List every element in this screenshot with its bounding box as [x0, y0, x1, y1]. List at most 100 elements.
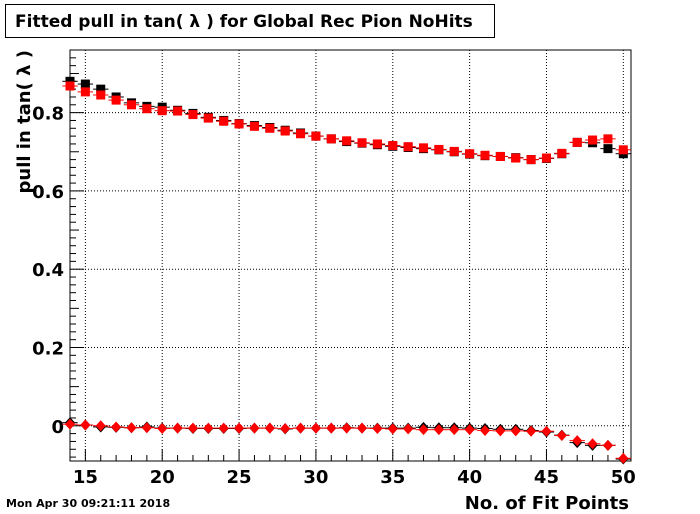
data-point-red-square: [480, 150, 490, 160]
data-point-red-diamond: [479, 424, 490, 436]
data-point-red-diamond: [249, 422, 260, 434]
data-point-red-square: [111, 95, 121, 105]
data-point-red-diamond: [295, 422, 306, 434]
data-point-red-diamond: [387, 423, 398, 435]
x-tick-label: 40: [457, 467, 482, 488]
data-point-red-square: [65, 81, 75, 91]
data-point-red-diamond: [187, 422, 198, 434]
data-point-red-square: [296, 129, 306, 139]
data-point-red-diamond: [65, 418, 75, 430]
data-point-red-diamond: [541, 425, 552, 437]
data-point-red-diamond: [157, 423, 168, 435]
data-point-red-square: [403, 142, 413, 152]
data-point-black-square: [603, 144, 613, 154]
data-point-red-square: [372, 139, 382, 149]
data-point-red-diamond: [433, 424, 444, 436]
y-tick-label: 0.6: [32, 182, 64, 203]
y-tick-label: 0.8: [32, 104, 64, 125]
data-point-red-square: [388, 141, 398, 151]
data-point-red-diamond: [172, 422, 183, 434]
data-point-red-diamond: [464, 424, 475, 436]
data-point-red-diamond: [449, 424, 460, 436]
data-point-red-square: [249, 121, 259, 131]
data-point-red-square: [173, 106, 183, 116]
data-point-red-diamond: [372, 423, 383, 435]
data-point-red-diamond: [510, 425, 521, 437]
data-point-red-diamond: [80, 419, 91, 431]
data-point-red-square: [265, 123, 275, 133]
data-point-red-diamond: [326, 422, 337, 434]
plot-frame: [69, 49, 632, 462]
data-point-red-square: [618, 145, 628, 155]
data-point-red-square: [495, 151, 505, 161]
data-point-red-diamond: [234, 422, 245, 434]
data-point-red-square: [311, 131, 321, 141]
data-point-red-square: [603, 134, 613, 144]
data-point-black-square: [80, 79, 90, 89]
data-point-red-square: [434, 144, 444, 154]
tick-labels: 15 20 25 30 35 40 45 50 0 0.2 0.4 0.6 0.8: [32, 104, 636, 488]
data-point-red-square: [449, 146, 459, 156]
y-axis-title: pull in tan( λ ): [14, 50, 35, 194]
data-point-red-square: [465, 149, 475, 159]
data-point-red-diamond: [526, 425, 537, 437]
data-point-red-square: [342, 136, 352, 146]
x-tick-label: 20: [150, 467, 175, 488]
data-point-red-square: [219, 116, 229, 126]
data-point-red-diamond: [587, 438, 598, 450]
data-markers: [62, 76, 631, 465]
data-point-red-diamond: [203, 422, 214, 434]
data-point-red-diamond: [618, 452, 629, 464]
data-point-red-square: [511, 153, 521, 163]
chart-title-box: Fitted pull in tan( λ ) for Global Rec P…: [5, 4, 495, 38]
y-tick-label: 0: [51, 417, 64, 438]
data-point-red-diamond: [357, 422, 368, 434]
data-point-red-diamond: [95, 420, 106, 432]
timestamp: Mon Apr 30 09:21:11 2018: [6, 497, 171, 510]
data-point-red-diamond: [495, 425, 506, 437]
data-point-red-square: [157, 106, 167, 116]
data-point-red-diamond: [111, 421, 122, 433]
data-point-red-diamond: [341, 422, 352, 434]
data-point-red-square: [588, 135, 598, 145]
data-point-red-diamond: [556, 430, 567, 442]
x-tick-label: 45: [534, 467, 559, 488]
data-point-red-diamond: [126, 422, 137, 434]
data-point-red-square: [234, 119, 244, 129]
y-tick-label: 0.2: [32, 338, 64, 359]
data-point-red-diamond: [280, 423, 291, 435]
data-point-red-square: [572, 137, 582, 147]
axis-ticks: [69, 49, 624, 461]
data-point-red-square: [280, 126, 290, 136]
data-point-red-diamond: [218, 422, 229, 434]
data-point-red-square: [188, 110, 198, 120]
x-tick-label: 15: [73, 467, 98, 488]
data-point-red-diamond: [141, 422, 152, 434]
y-tick-label: 0.4: [32, 260, 64, 281]
chart-title: Fitted pull in tan( λ ) for Global Rec P…: [15, 12, 473, 32]
x-tick-label: 30: [303, 467, 328, 488]
data-point-red-square: [526, 155, 536, 165]
x-tick-label: 35: [380, 467, 405, 488]
data-point-red-diamond: [310, 422, 321, 434]
data-point-red-square: [419, 143, 429, 153]
data-point-red-square: [96, 90, 106, 100]
data-point-red-square: [203, 113, 213, 123]
data-point-red-diamond: [264, 422, 275, 434]
data-point-red-diamond: [602, 439, 613, 451]
x-axis-title: No. of Fit Points: [465, 493, 629, 514]
data-point-red-diamond: [572, 435, 583, 447]
data-point-red-square: [142, 104, 152, 114]
data-point-red-square: [126, 100, 136, 110]
data-point-red-diamond: [403, 423, 414, 435]
grid-lines: [70, 50, 631, 461]
x-tick-label: 50: [611, 467, 636, 488]
data-point-red-diamond: [418, 424, 429, 436]
data-point-red-square: [357, 138, 367, 148]
data-point-red-square: [326, 134, 336, 144]
data-point-black-square: [96, 84, 106, 94]
data-point-black-square: [65, 76, 75, 86]
data-point-red-square: [541, 153, 551, 163]
x-tick-label: 25: [227, 467, 252, 488]
